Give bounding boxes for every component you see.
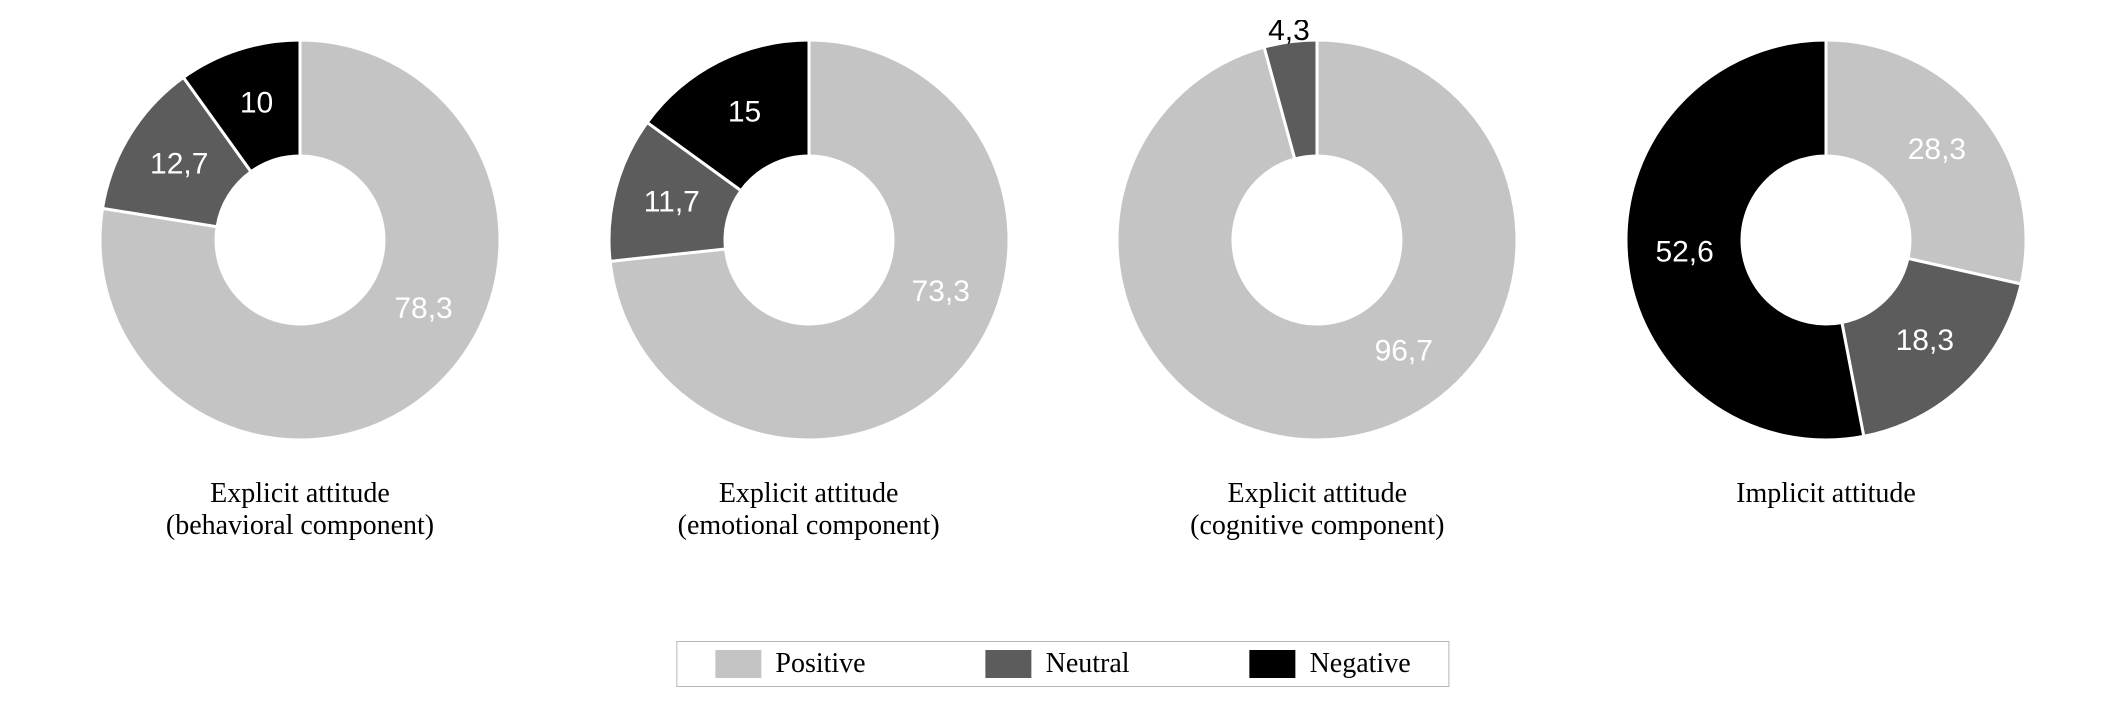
charts-row: 78,3 12,7 10 Explicit attitude (behavioral… xyxy=(0,0,2126,542)
figure-container: 78,3 12,7 10 Explicit attitude (behavioral… xyxy=(0,0,2126,709)
svg-text:4,3: 4,3 xyxy=(1268,20,1310,47)
legend-swatch xyxy=(715,650,761,678)
svg-text:11,7: 11,7 xyxy=(643,185,699,218)
chart-block-cognitive: 96,7 4,3 Explicit attitude (cognitive com… xyxy=(1087,20,1547,542)
svg-text:10: 10 xyxy=(240,87,273,120)
legend: Positive Neutral Negative xyxy=(676,641,1449,687)
donut-chart: 73,3 11,7 15 xyxy=(589,20,1029,460)
chart-block-implicit: 28,3 18,3 52,6 Implicit attitude xyxy=(1596,20,2056,510)
chart-caption: Explicit attitude (emotional component) xyxy=(678,478,940,542)
svg-text:96,7: 96,7 xyxy=(1375,334,1433,367)
chart-caption: Explicit attitude (behavioral component) xyxy=(166,478,434,542)
donut-chart: 96,7 4,3 xyxy=(1097,20,1537,460)
svg-text:18,3: 18,3 xyxy=(1896,324,1954,357)
svg-text:52,6: 52,6 xyxy=(1655,235,1713,268)
svg-text:12,7: 12,7 xyxy=(150,147,208,180)
legend-label: Positive xyxy=(775,648,865,680)
legend-item-negative: Negative xyxy=(1250,648,1411,680)
donut-chart: 28,3 18,3 52,6 xyxy=(1606,20,2046,460)
chart-block-emotional: 73,3 11,7 15 Explicit attitude (emotional … xyxy=(579,20,1039,542)
svg-text:15: 15 xyxy=(728,95,761,128)
chart-caption: Implicit attitude xyxy=(1736,478,1916,510)
legend-swatch xyxy=(1250,650,1296,678)
donut-chart: 78,3 12,7 10 xyxy=(80,20,520,460)
legend-label: Neutral xyxy=(1046,648,1130,680)
legend-item-neutral: Neutral xyxy=(986,648,1130,680)
svg-text:73,3: 73,3 xyxy=(911,275,969,308)
svg-text:78,3: 78,3 xyxy=(394,292,452,325)
chart-block-behavioral: 78,3 12,7 10 Explicit attitude (behavioral… xyxy=(70,20,530,542)
legend-label: Negative xyxy=(1310,648,1411,680)
chart-caption: Explicit attitude (cognitive component) xyxy=(1190,478,1444,542)
svg-text:28,3: 28,3 xyxy=(1908,133,1966,166)
legend-item-positive: Positive xyxy=(715,648,865,680)
legend-swatch xyxy=(986,650,1032,678)
